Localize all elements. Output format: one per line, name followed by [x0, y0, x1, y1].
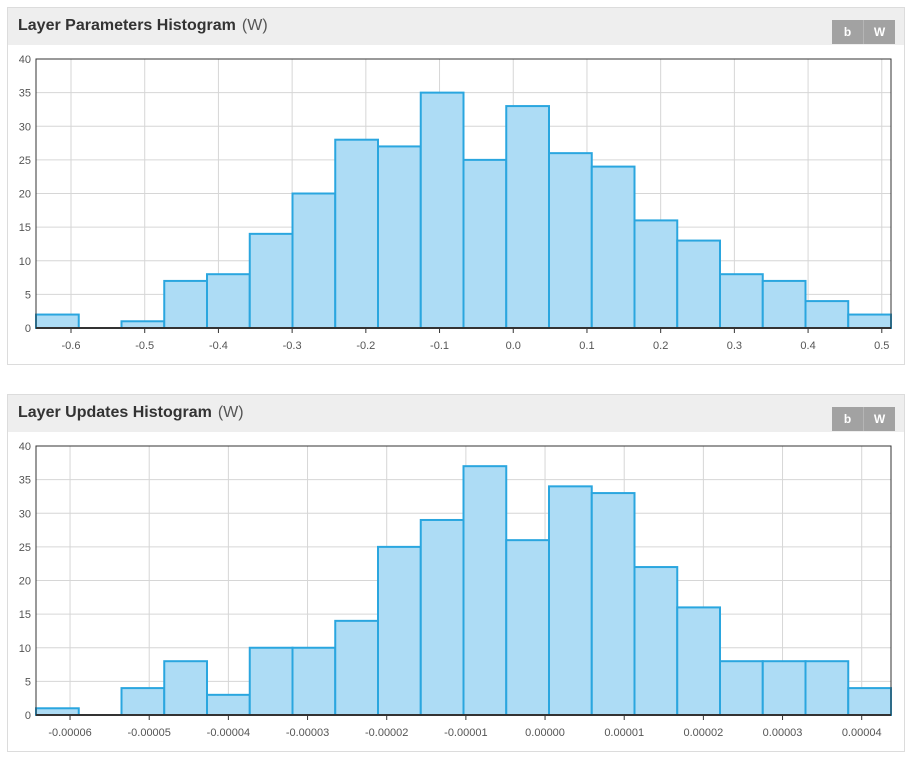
- histogram-bar: [719, 660, 764, 716]
- x-tick-label: -0.6: [62, 340, 81, 352]
- histogram-bar: [206, 273, 251, 329]
- histogram-bar: [206, 693, 251, 717]
- y-tick-label: 0: [25, 323, 31, 335]
- y-tick-label: 10: [19, 643, 31, 655]
- panel-title-text: Layer Parameters Histogram: [18, 17, 236, 34]
- y-tick-label: 5: [25, 289, 31, 301]
- x-tick-label: -0.00003: [286, 727, 329, 739]
- histogram-bar: [505, 105, 550, 330]
- x-tick-label: -0.3: [283, 340, 302, 352]
- x-tick-label: -0.5: [135, 340, 154, 352]
- histogram-bar: [505, 539, 550, 717]
- histogram-bar: [548, 485, 593, 716]
- parameters-histogram-panel: Layer Parameters Histogram (W) b W 0 5 10 15…: [7, 7, 905, 365]
- x-tick-label: 0.2: [653, 340, 668, 352]
- y-tick-label: 40: [19, 54, 31, 66]
- x-tick-label: -0.00006: [48, 727, 91, 739]
- x-tick-label: -0.1: [430, 340, 449, 352]
- param-toggle-group: b W: [832, 20, 895, 44]
- x-tick-label: 0.4: [800, 340, 815, 352]
- weights-toggle-button[interactable]: W: [863, 407, 895, 431]
- histogram-bar: [291, 646, 337, 716]
- bars: [35, 91, 892, 330]
- x-tick-label: 0.1: [579, 340, 594, 352]
- panel-subtitle: (W): [217, 404, 244, 421]
- updates-histogram-chart: 0 5 10 15 20 25 30 35 40 -0.00006 -0.00005 -0.00004…: [19, 441, 892, 739]
- x-tick-label: -0.00002: [365, 727, 408, 739]
- histogram-bar: [676, 606, 721, 716]
- histogram-bar: [163, 660, 208, 716]
- panel-title: Layer Updates Histogram (W): [18, 404, 244, 422]
- histogram-bar: [761, 660, 807, 716]
- histogram-bar: [847, 313, 892, 329]
- bars: [35, 465, 892, 717]
- panel-title-text: Layer Updates Histogram: [18, 404, 212, 421]
- panel-subtitle: (W): [241, 17, 268, 34]
- histogram-bar: [462, 158, 508, 329]
- y-tick-label: 0: [25, 710, 31, 722]
- y-tick-label: 30: [19, 508, 31, 520]
- x-tick-label: 0.00002: [683, 727, 723, 739]
- update-toggle-group: b W: [832, 407, 895, 431]
- histogram-bar: [548, 152, 593, 330]
- histogram-bar: [633, 566, 679, 716]
- histogram-bar: [761, 279, 807, 330]
- y-tick-label: 35: [19, 475, 31, 487]
- bias-toggle-button[interactable]: b: [832, 407, 863, 431]
- histogram-bar: [377, 145, 422, 329]
- x-tick-label: 0.3: [727, 340, 742, 352]
- histogram-bar: [248, 646, 294, 716]
- histogram-bar: [334, 619, 379, 717]
- y-tick-label: 25: [19, 542, 31, 554]
- weights-toggle-button[interactable]: W: [863, 20, 895, 44]
- histogram-bar: [35, 707, 80, 716]
- x-tick-label: 0.00000: [525, 727, 565, 739]
- y-tick-label: 20: [19, 189, 31, 201]
- panel-header: Layer Parameters Histogram (W) b W: [8, 8, 904, 45]
- histogram-bar: [334, 138, 379, 329]
- histogram-bar: [291, 192, 337, 329]
- histogram-bar: [248, 232, 294, 330]
- histogram-bar: [804, 660, 850, 716]
- y-tick-label: 30: [19, 121, 31, 133]
- histogram-bar: [35, 313, 80, 329]
- y-tick-label: 5: [25, 676, 31, 688]
- histogram-bar: [419, 91, 465, 329]
- x-tick-label: 0.5: [874, 340, 889, 352]
- parameters-histogram-chart: 0 5 10 15 20 25 30 35 40 -0.6 -0.5 -0.4 -0.3 -0.2 -0.1…: [19, 54, 892, 352]
- bias-toggle-button[interactable]: b: [832, 20, 863, 44]
- y-tick-label: 25: [19, 155, 31, 167]
- histogram-bar: [462, 465, 508, 716]
- x-tick-label: 0.0: [506, 340, 521, 352]
- y-tick-label: 15: [19, 222, 31, 234]
- y-tick-label: 40: [19, 441, 31, 453]
- y-tick-label: 20: [19, 576, 31, 588]
- histogram-bar: [120, 687, 166, 717]
- y-tick-label: 15: [19, 609, 31, 621]
- x-tick-label: 0.00001: [604, 727, 644, 739]
- histogram-bar: [804, 300, 850, 330]
- y-tick-label: 35: [19, 88, 31, 100]
- x-tick-label: 0.00004: [842, 727, 882, 739]
- x-tick-label: -0.2: [356, 340, 375, 352]
- histogram-bar: [676, 239, 721, 329]
- x-tick-label: -0.4: [209, 340, 228, 352]
- histogram-bar: [419, 518, 465, 716]
- histogram-bar: [120, 320, 166, 329]
- histogram-bar: [163, 279, 208, 330]
- histogram-bar: [590, 492, 636, 717]
- histogram-bar: [847, 687, 892, 717]
- y-tick-label: 10: [19, 256, 31, 268]
- x-tick-label: -0.00001: [444, 727, 487, 739]
- x-tick-label: -0.00005: [127, 727, 170, 739]
- x-tick-label: -0.00004: [207, 727, 250, 739]
- panel-header: Layer Updates Histogram (W) b W: [8, 395, 904, 432]
- panel-title: Layer Parameters Histogram (W): [18, 17, 268, 35]
- histogram-bar: [633, 219, 679, 329]
- histogram-bar: [719, 273, 764, 329]
- histogram-bar: [590, 165, 636, 329]
- updates-histogram-panel: Layer Updates Histogram (W) b W 0 5 10 15 20 2…: [7, 394, 905, 752]
- histogram-bar: [377, 545, 422, 716]
- x-tick-label: 0.00003: [763, 727, 803, 739]
